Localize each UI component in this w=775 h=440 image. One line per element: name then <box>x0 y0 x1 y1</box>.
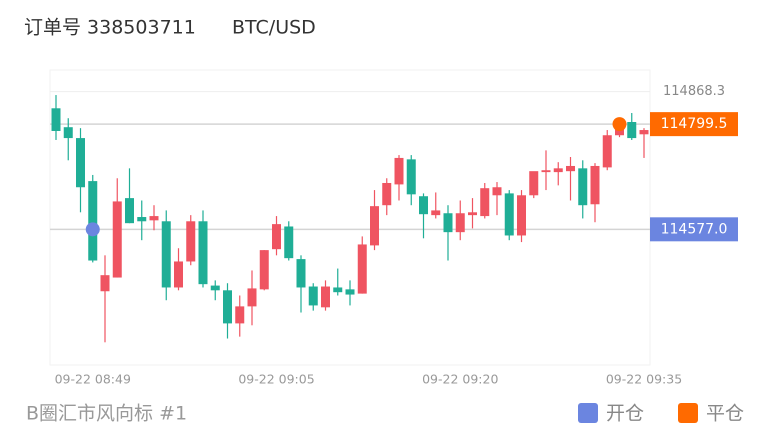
candle-body <box>541 170 551 173</box>
candle-body <box>174 261 183 288</box>
symbol: BTC/USD <box>232 17 316 39</box>
candle-body <box>247 288 257 307</box>
candle-body <box>51 108 61 131</box>
legend-swatch <box>678 403 698 423</box>
trade-marker <box>612 117 627 132</box>
candle-body <box>553 168 563 173</box>
candle-body <box>100 275 110 292</box>
candle-body <box>357 244 367 294</box>
candle-body <box>259 250 269 290</box>
candle-body <box>394 157 404 185</box>
candle-body <box>566 165 575 172</box>
x-tick-label: 09-22 09:05 <box>238 372 314 387</box>
candle-body <box>235 306 245 324</box>
candle-body <box>333 287 343 293</box>
price-tag <box>650 112 738 137</box>
candle-body <box>468 212 477 216</box>
y-tick-label: 114868.3 <box>663 84 725 99</box>
candle-body <box>88 181 98 261</box>
candle-body <box>161 221 171 288</box>
price-tag-label: 114577.0 <box>661 221 728 237</box>
legend-label: 开仓 <box>606 403 644 425</box>
candle-body <box>382 182 392 206</box>
candle-body <box>627 122 637 139</box>
candle-body <box>125 198 134 224</box>
order-id: 订单号 338503711 <box>24 17 196 39</box>
candle-body <box>602 135 612 168</box>
candle-body <box>137 217 147 222</box>
candle-body <box>63 127 73 139</box>
candle-body <box>186 221 196 262</box>
price-tag-label: 114799.5 <box>661 116 728 132</box>
candle-body <box>431 210 441 216</box>
candle-body <box>370 206 379 246</box>
candle-body <box>198 221 208 285</box>
candle-body <box>308 286 318 306</box>
price-tag <box>650 217 738 242</box>
candle-body <box>406 159 416 195</box>
x-tick-label: 09-22 09:20 <box>422 372 498 387</box>
candle-body <box>321 286 330 308</box>
candle-body <box>76 138 85 188</box>
candle-body <box>529 171 539 196</box>
candle-body <box>345 289 355 295</box>
candle-body <box>578 168 588 206</box>
candle-body <box>443 213 453 233</box>
candle-body <box>272 224 281 250</box>
source: B圈汇市风向标 #1 <box>26 403 187 425</box>
candle-body <box>223 290 232 324</box>
candle-body <box>419 196 428 215</box>
candle-body <box>480 188 490 217</box>
x-tick-label: 09-22 09:35 <box>606 372 682 387</box>
candle-body <box>517 195 526 236</box>
candle-body <box>639 130 649 135</box>
candle-body <box>210 285 220 291</box>
legend-label: 平仓 <box>706 403 744 425</box>
candle-body <box>112 201 122 278</box>
candle-body <box>455 213 465 233</box>
candle-body <box>504 193 514 236</box>
legend-swatch <box>578 403 598 423</box>
candle-body <box>590 165 600 205</box>
candle-body <box>284 226 294 259</box>
candle-body <box>296 259 306 288</box>
x-tick-label: 09-22 08:49 <box>55 372 131 387</box>
candle-body <box>149 216 159 221</box>
trade-marker <box>85 222 100 237</box>
candle-body <box>492 187 502 196</box>
